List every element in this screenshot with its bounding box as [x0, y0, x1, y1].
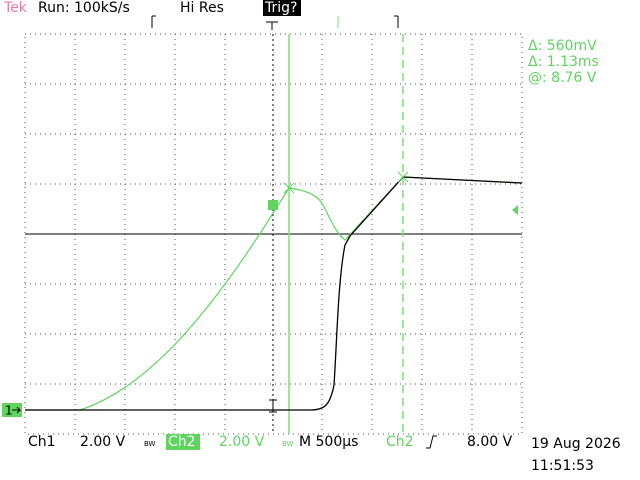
date: 19 Aug 2026 — [531, 436, 621, 452]
trig-pos-marker — [266, 21, 278, 30]
graticule — [24, 33, 523, 435]
ch1-trig-marker — [269, 399, 277, 413]
mode: Hi Res — [180, 0, 224, 16]
ch1-label: Ch1 — [28, 434, 56, 450]
brand: Tek — [3, 0, 28, 16]
trigger-status: Trig? — [264, 0, 297, 16]
ch1-marker: 1 — [5, 404, 13, 418]
trigger-slope — [426, 435, 437, 449]
trig-box — [263, 0, 301, 16]
delta-v: Δ: 560mV — [528, 38, 597, 54]
trig-level-marker — [512, 205, 518, 215]
acquisition: Run: 100kS/s — [38, 0, 130, 16]
ch2-bw: BW — [282, 440, 294, 448]
ch2-label: Ch2 — [168, 434, 196, 450]
trigger-source: Ch2 — [386, 434, 414, 450]
ch2-scale: 2.00 V — [219, 434, 265, 450]
ch1-scale: 2.00 V — [80, 434, 126, 450]
trigger-level: 8.00 V — [467, 434, 513, 450]
time: 11:51:53 — [531, 458, 594, 474]
ch2-label-box — [166, 434, 200, 450]
delta-t: Δ: 1.13ms — [528, 54, 599, 70]
ch1-trace — [25, 176, 523, 411]
cursor-at: @: 8.76 V — [528, 70, 597, 86]
cursor-x-marks — [283, 171, 409, 194]
ch1-bw: BW — [144, 440, 156, 448]
record-bracket — [151, 15, 399, 28]
ch1-arrow — [12, 406, 22, 414]
timebase: M 500µs — [299, 434, 358, 450]
ch2-ref-marker — [268, 200, 278, 210]
